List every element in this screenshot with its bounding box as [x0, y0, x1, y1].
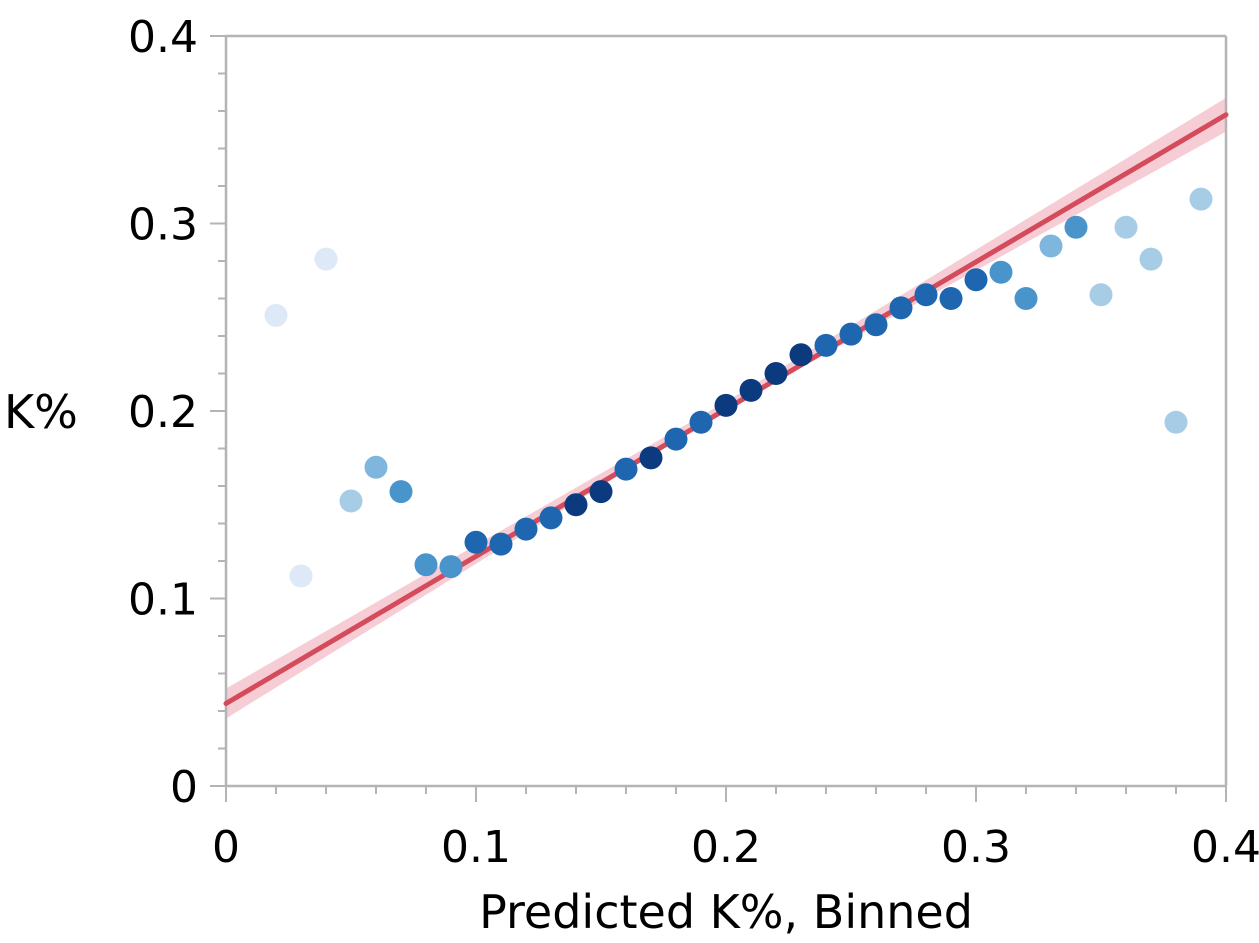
data-point [1089, 283, 1113, 307]
data-point [364, 455, 388, 479]
data-point [589, 480, 613, 504]
data-point [839, 322, 863, 346]
data-points [264, 187, 1213, 588]
data-point [739, 378, 763, 402]
data-point [539, 506, 563, 530]
data-point [714, 393, 738, 417]
y-tick-label: 0.3 [128, 200, 198, 251]
data-point [414, 553, 438, 577]
data-point [1064, 215, 1088, 239]
data-point [314, 247, 338, 271]
data-point [389, 480, 413, 504]
data-point [439, 555, 463, 579]
x-tick-label: 0.3 [941, 822, 1011, 873]
x-tick-label: 0 [212, 822, 240, 873]
data-point [339, 489, 363, 513]
x-tick-label: 0.4 [1191, 822, 1259, 873]
data-point [564, 493, 588, 517]
data-point [1039, 234, 1063, 258]
data-point [989, 260, 1013, 284]
y-tick-label: 0.1 [128, 575, 198, 626]
data-point [289, 564, 313, 588]
y-tick-label: 0.2 [128, 387, 198, 438]
y-axis-title: K% [4, 385, 78, 439]
plot-frame [210, 34, 1228, 802]
data-point [964, 268, 988, 292]
data-point [789, 343, 813, 367]
data-point [489, 532, 513, 556]
data-point [1014, 287, 1038, 310]
data-point [1139, 247, 1163, 271]
x-axis-title: Predicted K%, Binned [479, 885, 973, 939]
data-point [264, 303, 288, 327]
data-point [664, 427, 688, 451]
data-point [864, 313, 888, 337]
data-point [639, 446, 663, 470]
data-point [914, 283, 938, 307]
data-point [889, 296, 913, 320]
data-point [514, 517, 538, 541]
y-tick-label: 0.4 [128, 12, 198, 63]
data-point [1164, 410, 1188, 434]
tick-labels: 0 0.1 0.2 0.3 0.4 0 0.1 0.2 0.3 0.4 [128, 12, 1259, 873]
data-point [814, 333, 838, 357]
x-tick-label: 0.2 [691, 822, 761, 873]
data-point [614, 457, 638, 481]
data-point [1114, 215, 1138, 239]
data-point [1189, 187, 1213, 211]
data-point [689, 410, 713, 434]
data-point [764, 362, 788, 385]
data-point [939, 287, 963, 310]
x-tick-label: 0.1 [441, 822, 511, 873]
y-tick-label: 0 [170, 762, 198, 813]
data-point [464, 530, 488, 554]
